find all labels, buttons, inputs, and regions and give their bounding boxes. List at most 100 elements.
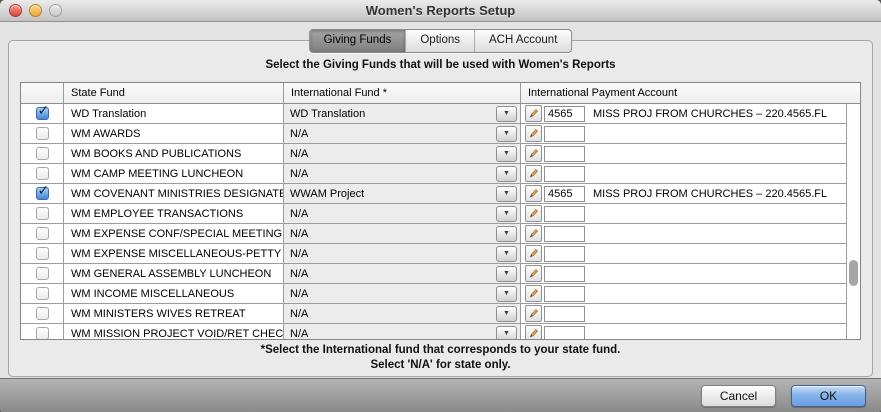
- state-fund-label: WM CAMP MEETING LUNCHEON: [71, 167, 244, 180]
- state-fund-label: WM AWARDS: [71, 127, 141, 140]
- edit-account-button[interactable]: [525, 125, 542, 142]
- payment-account-cell: [521, 324, 847, 339]
- dropdown-button[interactable]: [496, 165, 517, 182]
- edit-account-button[interactable]: [525, 305, 542, 322]
- table-row: WM BOOKS AND PUBLICATIONS N/A: [21, 144, 860, 164]
- edit-account-button[interactable]: [525, 205, 542, 222]
- payment-account-cell: [521, 164, 847, 183]
- row-checkbox[interactable]: [35, 227, 49, 240]
- edit-account-button[interactable]: [525, 265, 542, 282]
- account-number-field[interactable]: [544, 205, 585, 222]
- international-fund-value: N/A: [290, 227, 309, 240]
- tab-options[interactable]: Options: [405, 30, 474, 52]
- account-number-field[interactable]: [544, 265, 585, 282]
- dropdown-button[interactable]: [496, 105, 517, 122]
- account-number-field[interactable]: [544, 225, 585, 242]
- row-checkbox[interactable]: [35, 327, 49, 339]
- dropdown-button[interactable]: [496, 185, 517, 202]
- table-row: WM INCOME MISCELLANEOUS N/A: [21, 284, 860, 304]
- edit-account-button[interactable]: [525, 285, 542, 302]
- edit-account-button[interactable]: [525, 225, 542, 242]
- international-fund-select[interactable]: N/A: [284, 264, 521, 283]
- account-number-field[interactable]: 4565: [544, 105, 585, 122]
- instruction-text: Select the Giving Funds that will be use…: [265, 59, 616, 71]
- table-row: WD Translation WD Translation 4565 MISS …: [21, 104, 860, 124]
- international-fund-select[interactable]: N/A: [284, 324, 521, 339]
- international-fund-select[interactable]: N/A: [284, 224, 521, 243]
- international-fund-select[interactable]: N/A: [284, 244, 521, 263]
- edit-account-button[interactable]: [525, 185, 542, 202]
- minimize-icon[interactable]: [29, 4, 42, 17]
- dropdown-button[interactable]: [496, 245, 517, 262]
- account-number-field[interactable]: [544, 285, 585, 302]
- international-fund-value: N/A: [290, 287, 309, 300]
- edit-account-button[interactable]: [525, 105, 542, 122]
- international-fund-select[interactable]: N/A: [284, 284, 521, 303]
- checkbox-cell: [21, 204, 64, 223]
- checkbox-cell: [21, 284, 64, 303]
- international-fund-select[interactable]: N/A: [284, 204, 521, 223]
- bottom-bar: Cancel OK: [0, 378, 881, 412]
- dropdown-button[interactable]: [496, 305, 517, 322]
- account-number-field[interactable]: [544, 145, 585, 162]
- zoom-icon[interactable]: [49, 4, 62, 17]
- international-fund-value: WD Translation: [290, 107, 366, 120]
- row-checkbox[interactable]: [35, 207, 49, 220]
- account-number-field[interactable]: 4565: [544, 185, 585, 202]
- state-fund-cell: WM EMPLOYEE TRANSACTIONS: [64, 204, 284, 223]
- dropdown-button[interactable]: [496, 285, 517, 302]
- row-checkbox[interactable]: [35, 147, 49, 160]
- checkbox-cell: [21, 324, 64, 339]
- edit-account-button[interactable]: [525, 165, 542, 182]
- account-number-field[interactable]: [544, 245, 585, 262]
- dropdown-button[interactable]: [496, 145, 517, 162]
- international-fund-select[interactable]: N/A: [284, 124, 521, 143]
- row-checkbox[interactable]: [35, 247, 49, 260]
- scrollbar-thumb[interactable]: [849, 260, 858, 286]
- pencil-icon: [529, 129, 539, 138]
- dropdown-button[interactable]: [496, 125, 517, 142]
- row-checkbox[interactable]: [35, 267, 49, 280]
- dropdown-button[interactable]: [496, 225, 517, 242]
- edit-account-button[interactable]: [525, 325, 542, 339]
- payment-account-cell: [521, 264, 847, 283]
- state-fund-cell: WM EXPENSE CONF/SPECIAL MEETING: [64, 224, 284, 243]
- tab-giving-funds[interactable]: Giving Funds: [309, 30, 406, 52]
- checkbox-cell: [21, 184, 64, 203]
- dropdown-button[interactable]: [496, 325, 517, 339]
- state-fund-label: WM INCOME MISCELLANEOUS: [71, 287, 235, 300]
- edit-account-button[interactable]: [525, 245, 542, 262]
- account-name-text: MISS PROJ FROM CHURCHES – 220.4565.FL: [593, 107, 828, 120]
- tab-ach-account[interactable]: ACH Account: [474, 30, 571, 52]
- close-icon[interactable]: [9, 4, 22, 17]
- international-fund-select[interactable]: WWAM Project: [284, 184, 521, 203]
- row-checkbox[interactable]: [35, 287, 49, 300]
- international-fund-select[interactable]: WD Translation: [284, 104, 521, 123]
- row-checkbox[interactable]: [35, 104, 49, 120]
- account-number-field[interactable]: [544, 305, 585, 322]
- international-fund-select[interactable]: N/A: [284, 144, 521, 163]
- row-checkbox[interactable]: [35, 127, 49, 140]
- state-fund-label: WM MISSION PROJECT VOID/RET CHEC: [71, 327, 284, 340]
- payment-account-cell: [521, 224, 847, 243]
- account-number-field[interactable]: [544, 325, 585, 339]
- column-header-checkbox: [21, 83, 64, 103]
- state-fund-cell: WM EXPENSE MISCELLANEOUS-PETTY C: [64, 244, 284, 263]
- account-number-field[interactable]: [544, 165, 585, 182]
- account-number-field[interactable]: [544, 125, 585, 142]
- ok-button[interactable]: OK: [791, 385, 866, 407]
- dropdown-button[interactable]: [496, 265, 517, 282]
- row-checkbox[interactable]: [35, 184, 49, 200]
- row-checkbox[interactable]: [35, 167, 49, 180]
- state-fund-cell: WM MISSION PROJECT VOID/RET CHEC: [64, 324, 284, 340]
- pencil-icon: [529, 329, 539, 338]
- cancel-button[interactable]: Cancel: [701, 385, 776, 407]
- dropdown-button[interactable]: [496, 205, 517, 222]
- international-fund-value: N/A: [290, 127, 309, 140]
- international-fund-select[interactable]: N/A: [284, 164, 521, 183]
- international-fund-select[interactable]: N/A: [284, 304, 521, 323]
- edit-account-button[interactable]: [525, 145, 542, 162]
- vertical-scrollbar[interactable]: [846, 104, 860, 339]
- state-fund-cell: WM COVENANT MINISTRIES DESIGNATE: [64, 184, 284, 203]
- row-checkbox[interactable]: [35, 307, 49, 320]
